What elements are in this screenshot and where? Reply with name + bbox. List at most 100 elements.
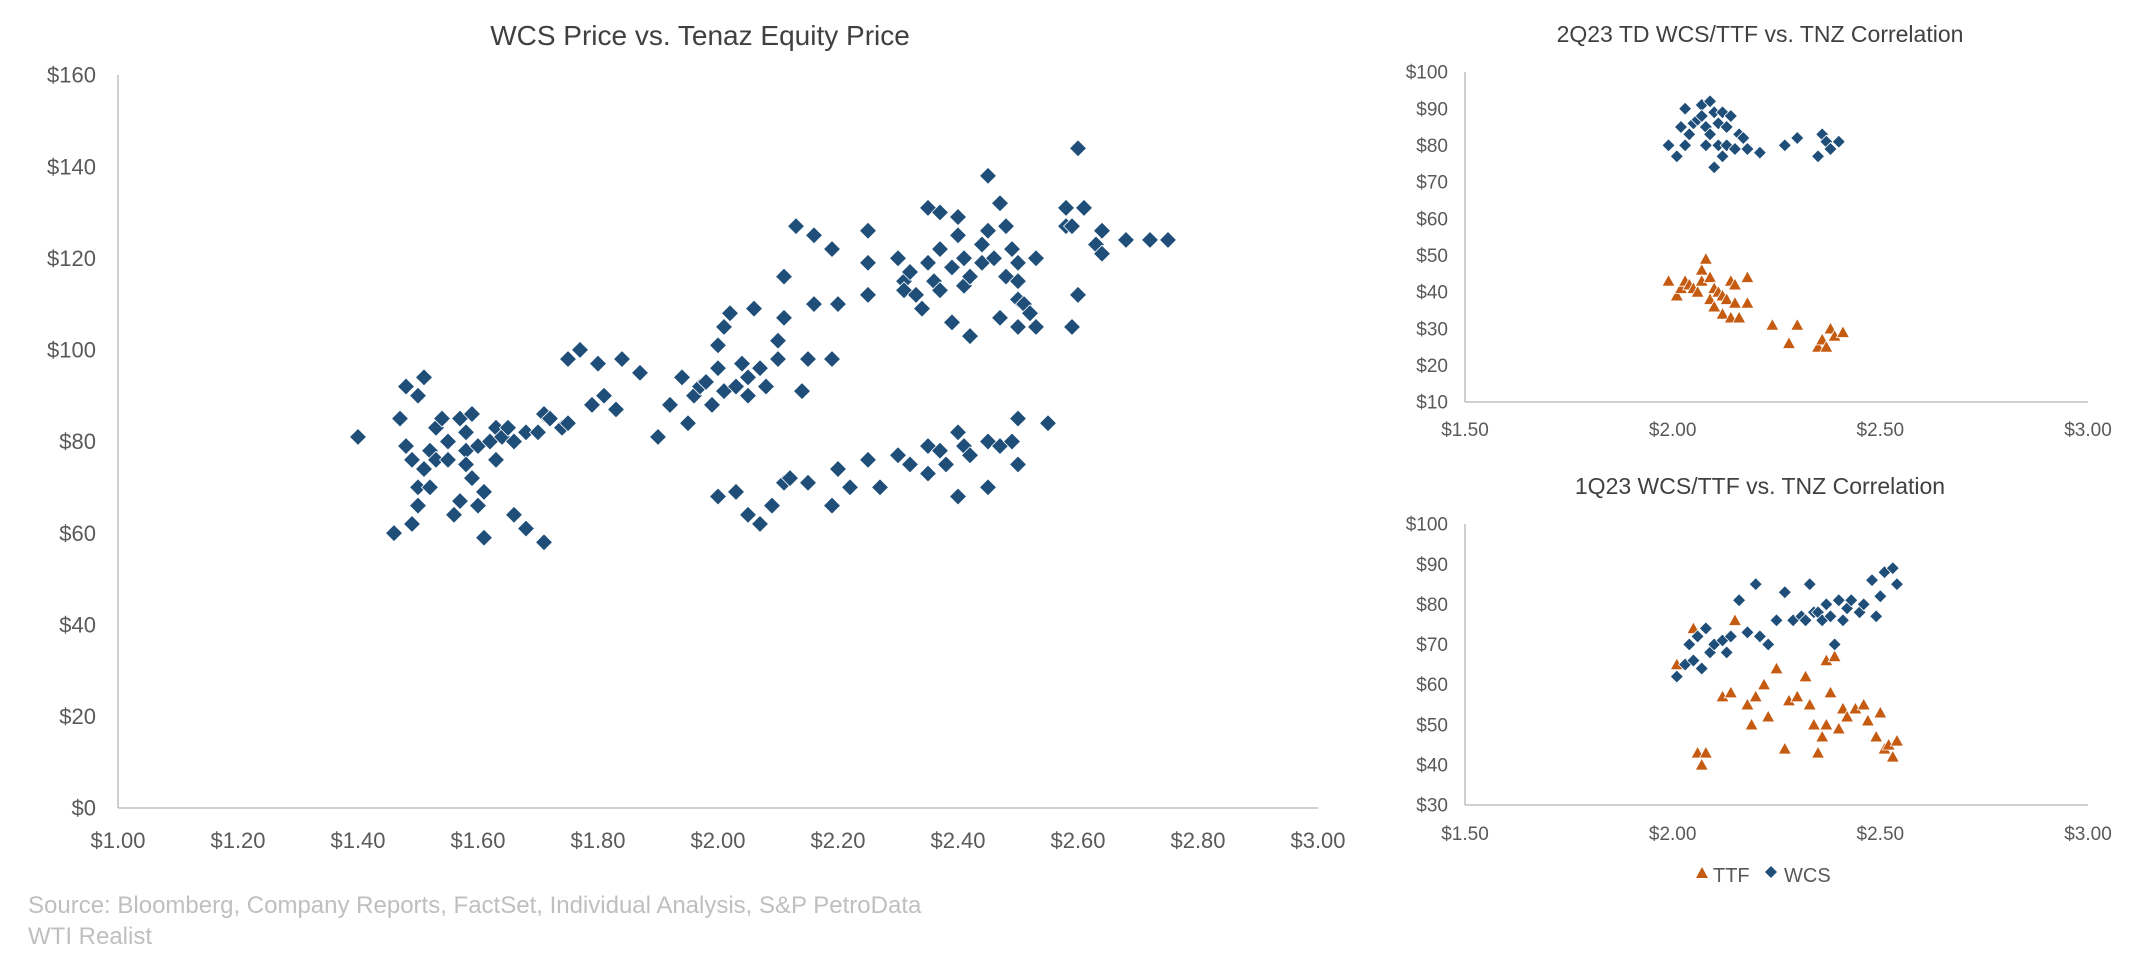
q1-ttf-point [1777, 741, 1792, 755]
main-wcs-point [990, 308, 1010, 327]
main-wcs-point [840, 478, 860, 497]
q2-wcs-point [1752, 145, 1767, 160]
main-x-tick-label: $1.60 [450, 828, 505, 853]
q1-ttf-point [1727, 613, 1743, 626]
main-wcs-point [504, 505, 524, 524]
q1-wcs-point [1864, 573, 1880, 588]
main-wcs-point [738, 386, 758, 405]
q1-wcs-point [1831, 593, 1846, 608]
main-wcs-point [828, 459, 848, 479]
main-wcs-point [960, 446, 980, 465]
q1-wcs-point [1819, 597, 1834, 612]
main-wcs-point [348, 427, 368, 446]
main-wcs-point [858, 450, 878, 469]
main-wcs-point [540, 409, 560, 428]
q2-y-tick-label: $50 [1416, 246, 1448, 267]
main-wcs-point [498, 418, 518, 437]
q1-ttf-point [1819, 717, 1834, 731]
q1-wcs-point [1740, 625, 1755, 640]
main-wcs-point [990, 194, 1010, 213]
main-wcs-point [396, 377, 416, 396]
q1-ttf-point [1698, 745, 1714, 759]
main-wcs-point [822, 349, 842, 369]
main-wcs-point [1056, 198, 1076, 217]
q2-x-tick-label: $3.00 [2064, 420, 2112, 441]
q1-wcs-point [1889, 577, 1905, 592]
main-wcs-point [534, 533, 554, 552]
main-wcs-point [1062, 217, 1082, 236]
main-wcs-point [984, 249, 1004, 268]
main-wcs-point [408, 496, 428, 515]
q2-ttf-point [1819, 339, 1834, 353]
main-wcs-point [462, 469, 482, 488]
main-wcs-point [942, 313, 962, 332]
main-wcs-point [792, 382, 812, 401]
main-x-tick-label: $3.00 [1290, 828, 1345, 853]
main-wcs-point [1026, 249, 1046, 268]
main-wcs-point [804, 294, 824, 314]
q2-wcs-point [1707, 160, 1722, 175]
main-wcs-point [702, 395, 722, 414]
main-wcs-point [744, 299, 764, 318]
main-wcs-point [468, 496, 488, 515]
q1-ttf-point [1860, 713, 1876, 727]
main-wcs-point [708, 336, 728, 355]
main-wcs-point [726, 377, 746, 396]
main-wcs-point [960, 327, 980, 346]
q1-x-tick-label: $3.00 [2064, 824, 2112, 845]
main-wcs-point [1074, 198, 1094, 217]
q1-wcs-point [1669, 669, 1684, 684]
q2-wcs-point [1673, 119, 1689, 135]
q1-y-tick-label: $80 [1416, 595, 1448, 616]
q1-ttf-point [1827, 649, 1842, 663]
q1-x-tick-label: $2.00 [1649, 824, 1697, 845]
q1-x-tick-label: $2.50 [1857, 824, 1905, 845]
main-wcs-point [1068, 139, 1088, 158]
main-wcs-point [1026, 317, 1046, 337]
q1-y-tick-label: $60 [1416, 675, 1448, 696]
main-y-tick-label: $60 [59, 521, 96, 546]
main-y-tick-label: $40 [59, 612, 96, 637]
legend-wcs-label: WCS [1784, 865, 1831, 887]
q1-wcs-point [1686, 653, 1701, 668]
main-y-tick-label: $80 [59, 429, 96, 454]
main-wcs-point [798, 473, 818, 492]
q1-y-tick-label: $40 [1416, 756, 1448, 777]
main-wcs-point [708, 359, 728, 378]
main-wcs-point [648, 427, 668, 446]
main-chart-title: WCS Price vs. Tenaz Equity Price [490, 20, 910, 51]
q2-wcs-point [1715, 149, 1730, 164]
q1-ttf-point [1885, 749, 1900, 763]
main-wcs-point [930, 441, 950, 460]
q2-ttf-point [1740, 270, 1755, 283]
main-y-tick-label: $160 [47, 63, 96, 88]
q1-wcs-point [1777, 585, 1792, 600]
main-wcs-point [732, 354, 752, 373]
q1-wcs-point [1802, 577, 1817, 592]
q2-ttf-point [1694, 262, 1709, 276]
main-wcs-point [888, 249, 908, 268]
main-wcs-point [582, 395, 602, 414]
main-wcs-point [426, 450, 446, 469]
main-wcs-point [1008, 272, 1028, 291]
main-wcs-point [948, 487, 968, 506]
q1-ttf-point [1748, 689, 1763, 703]
q2-ttf-point [1719, 292, 1734, 305]
q2-ttf-point [1790, 317, 1805, 331]
q2-ttf-point [1669, 288, 1684, 302]
main-wcs-point [438, 450, 458, 469]
q1-chart-title: 1Q23 WCS/TTF vs. TNZ Correlation [1575, 473, 1945, 499]
q1-x-tick-label: $1.50 [1441, 824, 1489, 845]
main-wcs-point [720, 304, 740, 323]
main-wcs-point [450, 491, 470, 511]
main-wcs-point [774, 308, 794, 327]
q2-wcs-point [1698, 138, 1713, 153]
q1-ttf-point [1869, 729, 1884, 743]
q2-y-tick-label: $30 [1416, 319, 1448, 340]
main-wcs-point [870, 478, 890, 497]
main-wcs-point [798, 349, 818, 369]
q2-y-tick-label: $100 [1406, 63, 1448, 84]
main-wcs-point [762, 496, 782, 515]
main-wcs-point [384, 524, 404, 543]
